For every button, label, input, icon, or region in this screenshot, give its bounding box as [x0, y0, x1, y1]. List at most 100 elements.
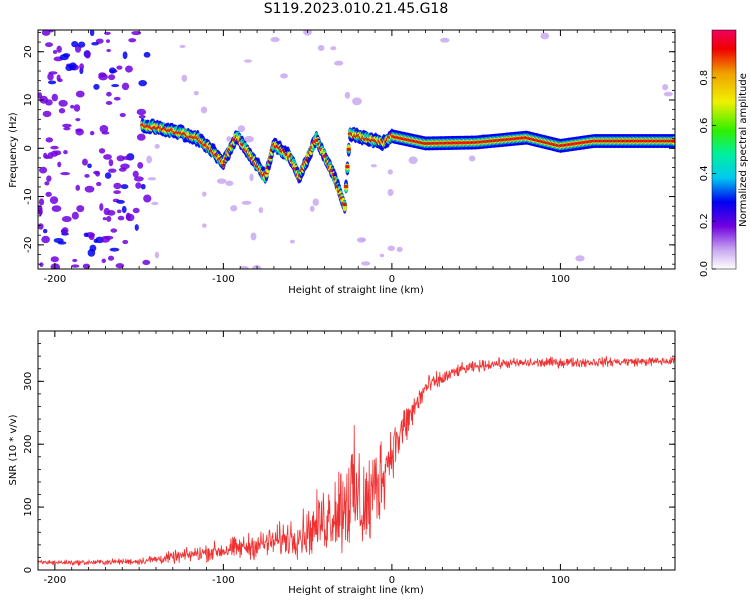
spectrogram-x-tick-label: 0 — [389, 274, 395, 285]
spectrogram-noise-blob — [41, 30, 51, 36]
spectrogram-noise-blob — [61, 227, 69, 235]
spectrogram-noise-blob — [181, 74, 188, 82]
spectrogram-noise-blob — [70, 104, 75, 109]
spectrogram-noise-blob — [132, 170, 139, 178]
spectrogram-noise-blob — [103, 207, 110, 216]
spectrogram-noise-blob — [154, 144, 160, 149]
spectrogram-noise-blob — [105, 39, 111, 43]
spectrogram-noise-blob — [132, 207, 140, 214]
spectrogram-noise-blob — [107, 255, 115, 261]
spectrogram-noise-blob — [38, 166, 48, 174]
spectrogram-x-tick-label: -100 — [212, 274, 235, 285]
spectrogram-noise-blob — [47, 72, 54, 81]
spectrogram-noise-blob — [387, 188, 394, 197]
spectrogram-ridge-mark — [345, 164, 350, 169]
snr-y-tick-label: 100 — [23, 498, 34, 517]
spectrogram-ridge-mark — [671, 139, 675, 143]
spectrogram-noise-blob — [244, 135, 254, 143]
spectrogram-noise-blob — [56, 45, 62, 53]
colorbar-gradient — [711, 29, 737, 270]
colorbar-tick-label: 0.4 — [699, 165, 710, 181]
spectrogram-noise-blob — [137, 162, 144, 169]
spectrogram-noise-blob — [58, 99, 68, 107]
spectrogram-noise-blob — [57, 241, 67, 245]
spectrogram-noise-blob — [42, 228, 48, 234]
spectrogram-noise-blob — [47, 80, 57, 85]
spectrogram-noise-blob — [361, 261, 371, 266]
spectrogram-noise-blob — [38, 205, 43, 212]
spectrogram-noise-blob — [225, 180, 234, 186]
snr-x-tick-label: -200 — [44, 575, 67, 586]
spectrogram-noise-blob — [121, 205, 127, 214]
spectrogram-frame — [37, 29, 676, 270]
spectrogram-noise-blob — [241, 200, 252, 205]
spectrogram-noise-blob — [77, 41, 86, 48]
spectrogram-noise-blob — [151, 201, 159, 206]
spectrogram-noise-blob — [128, 38, 137, 43]
spectrogram-noise-blob — [38, 198, 45, 206]
spectrogram-noise-blob — [101, 258, 106, 264]
spectrogram-noise-blob — [270, 37, 280, 43]
spectrogram-noise-blob — [109, 67, 116, 74]
spectrogram-noise-blob — [71, 264, 80, 268]
spectrogram-noise-blob — [115, 263, 125, 269]
spectrogram-noise-blob — [140, 183, 146, 190]
spectrogram-noise-blob — [120, 184, 129, 190]
spectrogram-noise-blob — [76, 205, 85, 213]
spectrogram-noise-blob — [75, 90, 85, 98]
spectrogram-noise-blob — [54, 150, 62, 156]
spectrogram-noise-blob — [136, 133, 146, 141]
spectrogram-noise-blob — [98, 148, 106, 154]
spectrogram-noise-blob — [344, 91, 351, 99]
spectrogram-noise-blob — [575, 255, 585, 262]
spectrogram-noise-blob — [47, 152, 54, 159]
spectrogram-noise-blob — [662, 84, 669, 91]
spectrogram-noise-blob — [122, 239, 129, 245]
spectrogram-noise-blob — [122, 156, 132, 160]
spectrogram-noise-blob — [56, 74, 61, 82]
spectrogram-noise-blob — [239, 265, 249, 269]
spectrogram-noise-blob — [99, 124, 109, 133]
spectrogram-noise-blob — [49, 196, 59, 205]
spectrogram-noise-blob — [63, 149, 68, 155]
spectrogram-noise-blob — [468, 155, 476, 162]
spectrogram-noise-blob — [82, 263, 91, 269]
spectrogram-noise-blob — [91, 42, 99, 46]
spectrogram-noise-blob — [109, 247, 120, 252]
spectrogram-marks — [38, 30, 675, 269]
colorbar-tick-label: 0.8 — [699, 70, 710, 86]
spectrogram-noise-blob — [216, 178, 227, 184]
spectrogram-noise-blob — [663, 91, 673, 97]
spectrogram-y-label: Frequency (Hz) — [8, 112, 19, 188]
spectrogram-ridge-mark — [346, 147, 351, 152]
spectrogram-noise-blob — [138, 114, 146, 119]
spectrogram-noise-blob — [65, 64, 73, 72]
spectrogram-noise-blob — [73, 104, 81, 112]
snr-y-tick-label: 0 — [23, 567, 34, 573]
spectrogram-noise-blob — [230, 205, 238, 212]
spectrogram-noise-blob — [258, 207, 264, 214]
spectrogram-y-tick-label: 20 — [23, 45, 34, 58]
spectrogram-noise-blob — [44, 181, 50, 186]
spectrogram-noise-blob — [146, 155, 153, 164]
spectrogram-noise-blob — [134, 224, 139, 231]
spectrogram-noise-blob — [104, 172, 112, 179]
spectrogram-noise-blob — [113, 182, 122, 190]
spectrogram-noise-blob — [116, 209, 122, 214]
spectrogram-noise-blob — [280, 73, 288, 79]
spectrogram-noise-blob — [46, 175, 52, 182]
spectrogram-noise-blob — [360, 237, 366, 242]
spectrogram-x-tick-label: -200 — [44, 274, 67, 285]
spectrogram-noise-blob — [45, 99, 53, 106]
spectrogram-noise-blob — [71, 40, 79, 48]
spectrogram-noise-blob — [45, 42, 54, 48]
spectrogram-noise-blob — [244, 59, 252, 63]
spectrogram-noise-blob — [96, 181, 102, 187]
spectrogram-noise-blob — [45, 137, 54, 143]
colorbar-label: Normalized spectral amplitude — [738, 73, 749, 227]
spectrogram-noise-blob — [108, 74, 116, 81]
spectrogram-noise-blob — [540, 32, 550, 40]
spectrogram-noise-blob — [312, 198, 319, 206]
spectrogram-noise-blob — [250, 232, 257, 241]
spectrogram-noise-blob — [105, 101, 113, 105]
